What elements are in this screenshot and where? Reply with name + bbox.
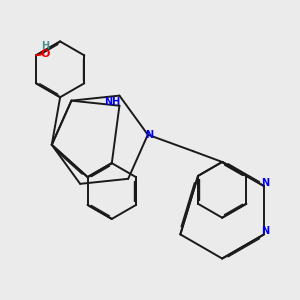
Text: N: N (145, 130, 153, 140)
Text: O: O (40, 49, 50, 59)
Text: NH: NH (104, 97, 120, 107)
Text: N: N (261, 226, 270, 236)
Text: H: H (41, 41, 49, 51)
Text: N: N (261, 178, 270, 188)
